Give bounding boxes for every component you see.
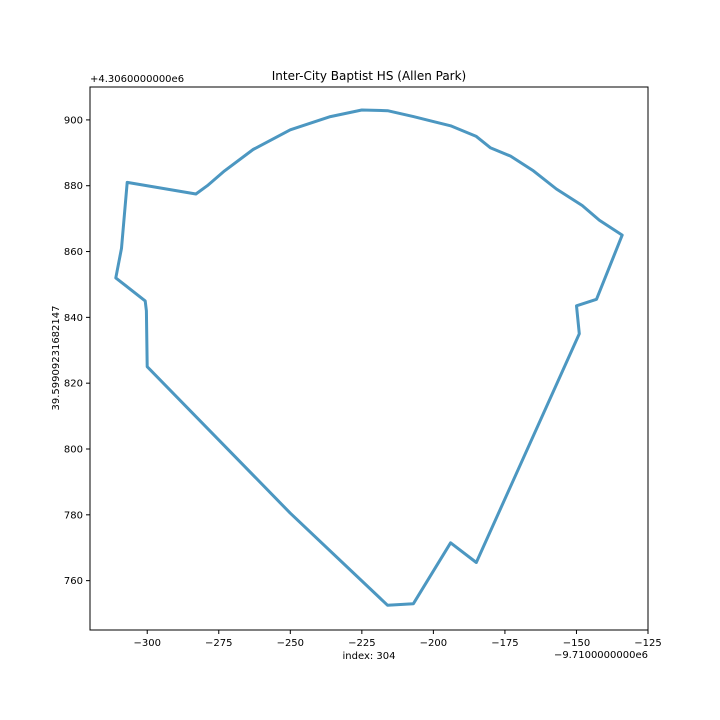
y-tick-label: 900	[64, 115, 83, 126]
x-tick-label: −250	[277, 638, 304, 649]
x-tick-label: −200	[420, 638, 447, 649]
x-tick-label: −300	[133, 638, 160, 649]
y-tick-label: 800	[64, 445, 83, 456]
y-axis-label: 39.59909231682147	[51, 306, 62, 411]
boundary-line	[114, 108, 624, 607]
y-tick-label: 840	[64, 313, 83, 324]
x-tick-label: −275	[205, 638, 232, 649]
x-tick-label: −150	[563, 638, 590, 649]
plot-frame	[89, 86, 649, 631]
chart-title: Inter-City Baptist HS (Allen Park)	[272, 69, 467, 83]
plot-layer	[114, 108, 624, 607]
x-tick-label: −125	[634, 638, 661, 649]
x-offset-label: −9.7100000000e6	[554, 650, 648, 661]
y-tick-label: 860	[64, 247, 83, 258]
y-offset-label: +4.3060000000e6	[90, 74, 184, 85]
x-tick-label: −225	[348, 638, 375, 649]
y-tick-label: 780	[64, 510, 83, 521]
y-tick-label: 880	[64, 181, 83, 192]
y-tick-label: 760	[64, 576, 83, 587]
x-axis-label: index: 304	[343, 651, 396, 662]
y-tick-label: 820	[64, 379, 83, 390]
x-tick-label: −175	[491, 638, 518, 649]
ticks-layer: −300 −275 −250 −225 −200 −175 −150 −125 760 780 80…	[64, 115, 662, 649]
